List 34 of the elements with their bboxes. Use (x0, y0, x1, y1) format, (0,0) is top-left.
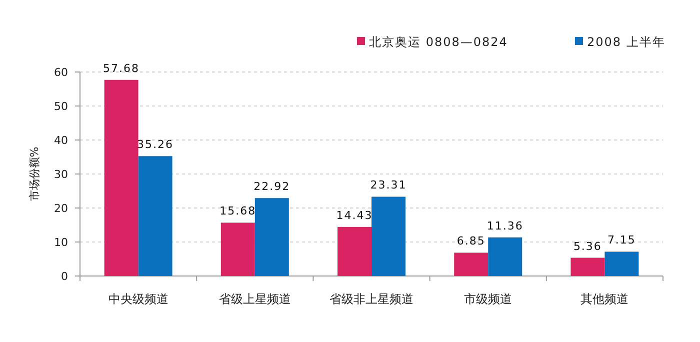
bar (104, 80, 138, 276)
y-tick-label: 50 (54, 100, 68, 113)
bar (372, 196, 406, 276)
y-tick-label: 10 (54, 236, 68, 249)
data-label: 23.31 (370, 178, 407, 192)
bar (488, 237, 522, 276)
data-label: 11.36 (486, 219, 524, 232)
data-label: 22.92 (254, 180, 290, 194)
y-tick-label: 20 (54, 202, 68, 215)
data-label: 15.68 (220, 204, 256, 218)
data-label: 5.36 (573, 240, 602, 253)
x-tick-label: 市级频道 (464, 292, 512, 306)
y-tick-label: 40 (54, 134, 68, 147)
bar (454, 252, 488, 276)
bar (338, 226, 372, 276)
bar (254, 198, 289, 276)
legend-label: 北京奥运 0808—0824 (369, 35, 508, 49)
data-label: 57.68 (103, 62, 140, 75)
bar (570, 258, 605, 276)
y-tick-label: 0 (61, 270, 68, 283)
x-tick-label: 其他频道 (580, 292, 629, 306)
y-axis-title: 市场份额% (28, 146, 41, 202)
y-tick-label: 30 (54, 168, 68, 181)
data-label: 6.85 (456, 234, 486, 248)
y-tick-label: 60 (54, 66, 68, 79)
data-label: 14.43 (336, 208, 373, 222)
x-tick-label: 省级上星频道 (218, 292, 291, 306)
data-label: 7.15 (607, 234, 636, 247)
bar (604, 252, 639, 276)
bar (138, 156, 172, 276)
legend-label: 2008 上半年 (587, 35, 666, 49)
bar (220, 222, 255, 276)
x-tick-label: 中央级频道 (108, 292, 168, 306)
x-tick-label: 省级非上星频道 (330, 292, 414, 306)
